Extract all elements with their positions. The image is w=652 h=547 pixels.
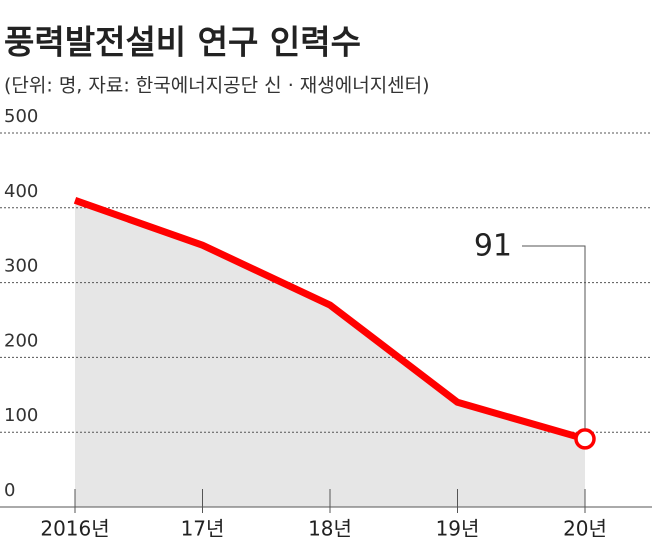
y-tick-label: 400 [4,181,38,202]
x-tick-label: 2016년 [40,517,109,541]
x-tick-label: 19년 [436,517,480,541]
chart-subtitle: (단위: 명, 자료: 한국에너지공단 신 · 재생에너지센터) [4,75,430,97]
y-tick-label: 100 [4,405,38,426]
leader-line [522,245,586,429]
chart-title: 풍력발전설비 연구 인력수 [4,23,361,62]
value-label: 91 [474,229,512,264]
x-tick-label: 17년 [181,517,225,541]
y-tick-label: 200 [4,330,38,351]
x-tick-label: 20년 [563,517,607,541]
y-tick-label: 300 [4,256,38,277]
x-tick-label: 18년 [308,517,352,541]
end-marker [574,428,596,450]
y-tick-label: 0 [4,480,15,501]
y-tick-label: 500 [4,106,38,127]
line [73,197,586,443]
area [75,200,585,507]
